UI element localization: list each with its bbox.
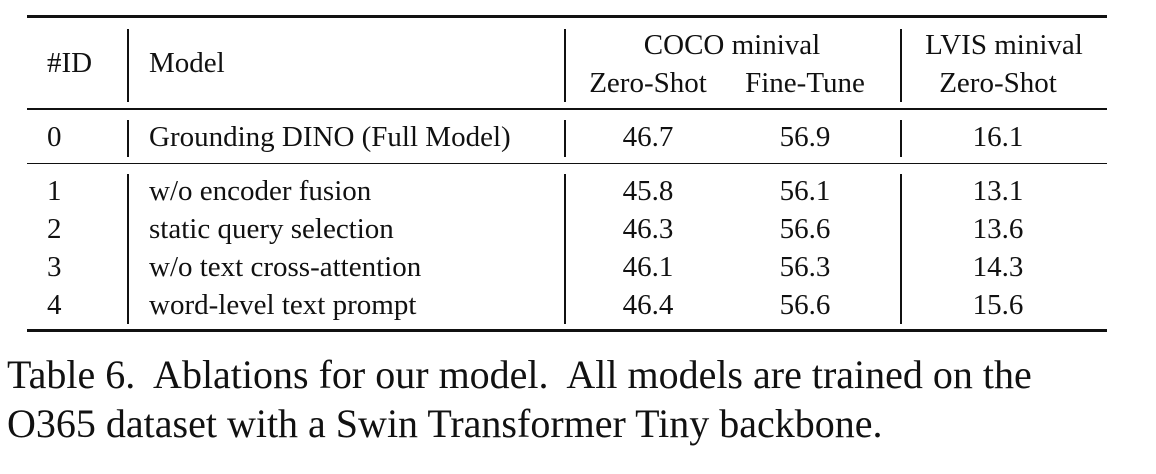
header-coco-zero-shot: Zero-Shot bbox=[589, 67, 707, 99]
body-divider-model bbox=[564, 174, 566, 324]
row-model: static query selection bbox=[149, 213, 394, 245]
row-lvis-zero-shot: 15.6 bbox=[972, 289, 1024, 321]
header-model: Model bbox=[149, 47, 225, 79]
header-divider-id bbox=[127, 29, 129, 102]
header-coco-fine-tune: Fine-Tune bbox=[745, 67, 865, 99]
full-model-rule bbox=[27, 163, 1107, 165]
top-rule bbox=[27, 15, 1107, 18]
row-coco-fine-tune: 56.1 bbox=[779, 175, 831, 207]
row-lvis-zero-shot: 13.1 bbox=[972, 175, 1024, 207]
row-id: 3 bbox=[47, 251, 62, 283]
row-coco-zero-shot: 45.8 bbox=[622, 175, 674, 207]
row0-divider-id bbox=[127, 120, 129, 157]
caption-line-1: Table 6. Ablations for our model. All mo… bbox=[7, 352, 1032, 397]
row-coco-fine-tune: 56.6 bbox=[779, 289, 831, 321]
header-coco-group: COCO minival bbox=[643, 29, 821, 61]
row-coco-fine-tune: 56.9 bbox=[779, 121, 831, 153]
row-id: 0 bbox=[47, 121, 62, 153]
header-rule bbox=[27, 108, 1107, 110]
row-coco-zero-shot: 46.3 bbox=[622, 213, 674, 245]
bottom-rule bbox=[27, 329, 1107, 332]
row-coco-fine-tune: 56.6 bbox=[779, 213, 831, 245]
row-coco-zero-shot: 46.7 bbox=[622, 121, 674, 153]
row0-divider-coco bbox=[900, 120, 902, 157]
header-id: #ID bbox=[47, 47, 93, 79]
body-divider-coco bbox=[900, 174, 902, 324]
row-lvis-zero-shot: 13.6 bbox=[972, 213, 1024, 245]
row-model: word-level text prompt bbox=[149, 289, 417, 321]
row-id: 1 bbox=[47, 175, 62, 207]
row-coco-fine-tune: 56.3 bbox=[779, 251, 831, 283]
header-lvis-zero-shot: Zero-Shot bbox=[939, 67, 1057, 99]
row-model: w/o encoder fusion bbox=[149, 175, 372, 207]
row-model: w/o text cross-attention bbox=[149, 251, 422, 283]
row-id: 4 bbox=[47, 289, 62, 321]
body-divider-id bbox=[127, 174, 129, 324]
header-divider-coco bbox=[900, 29, 902, 102]
row-model: Grounding DINO (Full Model) bbox=[149, 121, 511, 153]
row-id: 2 bbox=[47, 213, 62, 245]
caption-line-2: O365 dataset with a Swin Transformer Tin… bbox=[7, 401, 883, 446]
header-lvis-group: LVIS minival bbox=[925, 29, 1083, 61]
row-coco-zero-shot: 46.1 bbox=[622, 251, 674, 283]
row-lvis-zero-shot: 14.3 bbox=[972, 251, 1024, 283]
row-coco-zero-shot: 46.4 bbox=[622, 289, 674, 321]
row0-divider-model bbox=[564, 120, 566, 157]
header-divider-model bbox=[564, 29, 566, 102]
row-lvis-zero-shot: 16.1 bbox=[972, 121, 1024, 153]
